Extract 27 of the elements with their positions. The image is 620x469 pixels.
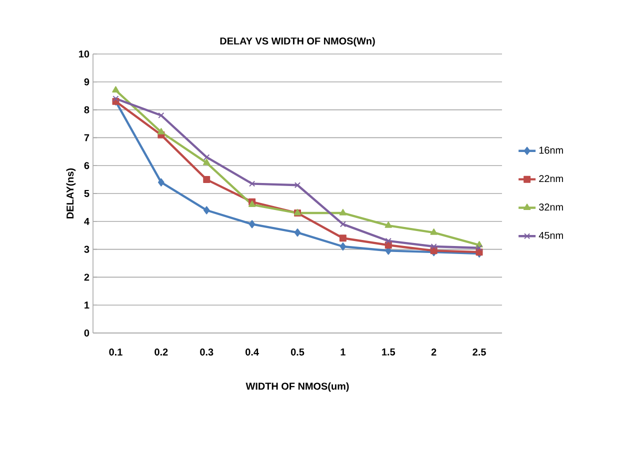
y-tick-label: 9 (84, 78, 90, 86)
y-tick-label: 0 (84, 329, 90, 337)
y-tick-label: 7 (84, 134, 90, 142)
y-tick-label: 2 (84, 274, 90, 281)
legend-label: 16nm (539, 146, 563, 154)
y-tick-label: 5 (84, 190, 90, 197)
x-tick-label: 0.2 (154, 348, 168, 356)
y-tick-label: 3 (84, 246, 90, 253)
y-tick-label: 1 (84, 302, 90, 309)
x-tick-label: 0.3 (200, 348, 214, 356)
y-tick-label: 6 (84, 162, 90, 170)
x-tick-label: 2.5 (472, 348, 486, 356)
x-tick-label: 0.4 (246, 348, 259, 356)
legend-label: 45nm (538, 232, 563, 239)
x-axis-title: WIDTH OF NMOS(um) (246, 382, 349, 392)
y-axis-title: DELAY(ns) (66, 168, 76, 218)
legend-label: 32nm (539, 204, 563, 211)
x-tick-label: 1.5 (382, 348, 396, 356)
x-tick-label: 0.1 (109, 348, 122, 356)
legend-label: 22nm (539, 175, 563, 182)
x-tick-label: 0.5 (290, 348, 304, 356)
y-tick-label: 4 (84, 218, 90, 225)
y-tick-label: 8 (84, 106, 90, 114)
y-tick-label: 10 (79, 50, 90, 58)
x-tick-label: 2 (431, 348, 436, 356)
x-tick-label: 1 (340, 348, 346, 356)
chart-title: DELAY VS WIDTH OF NMOS(Wn) (220, 37, 375, 46)
